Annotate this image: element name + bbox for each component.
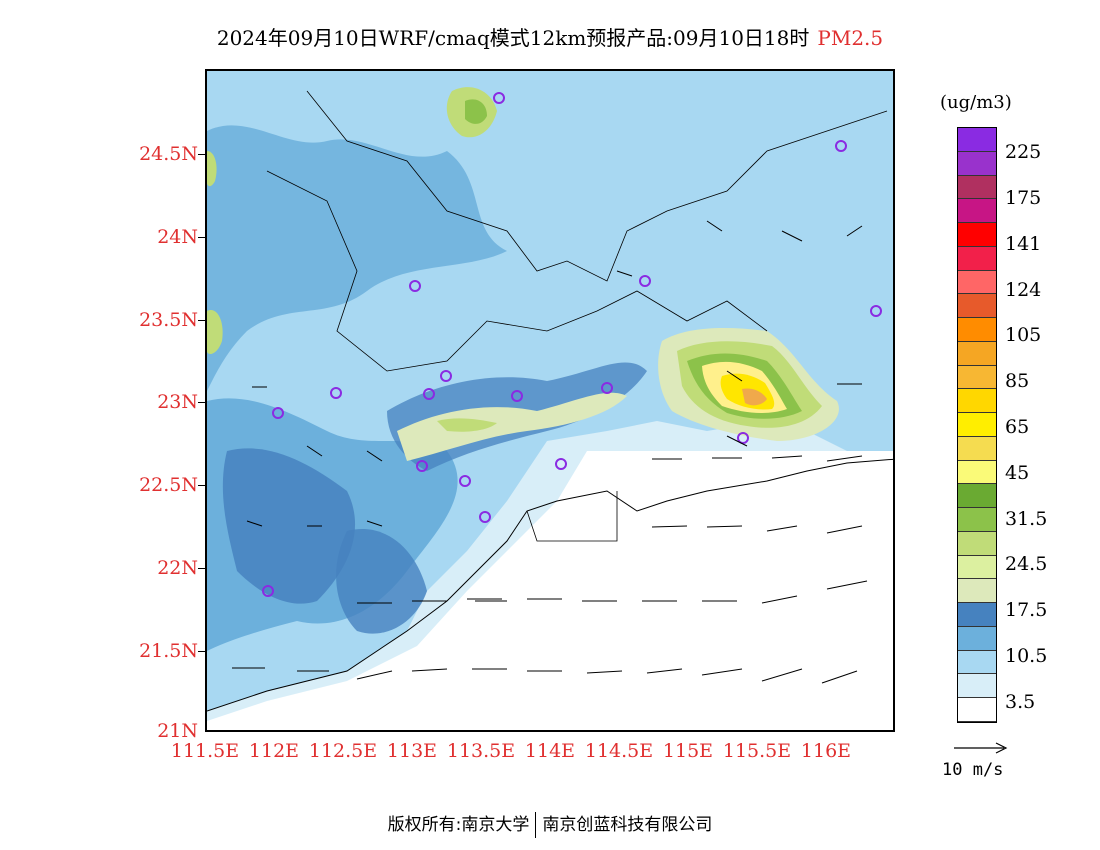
footer-divider xyxy=(535,812,537,838)
lon-label: 113.5E xyxy=(446,740,516,762)
colorbar-label: 175 xyxy=(1005,187,1042,209)
lat-tick xyxy=(198,651,205,652)
lat-label: 23N xyxy=(157,391,198,413)
lat-label: 24.5N xyxy=(139,143,198,165)
colorbar-segment xyxy=(958,246,996,271)
colorbar-segment xyxy=(958,579,996,604)
colorbar-segment xyxy=(958,128,996,152)
lat-tick xyxy=(198,485,205,486)
colorbar-segment xyxy=(958,175,996,200)
high-region-coast xyxy=(336,529,427,634)
lat-tick xyxy=(198,237,205,238)
colorbar-label: 3.5 xyxy=(1005,691,1036,713)
colorbar-segment xyxy=(958,270,996,295)
colorbar-units: (ug/m3) xyxy=(940,92,1012,113)
colorbar-segment xyxy=(958,389,996,414)
colorbar-label: 17.5 xyxy=(1005,599,1048,621)
sea-region xyxy=(207,451,893,730)
colorbar-segment xyxy=(958,674,996,699)
lon-label: 111.5E xyxy=(170,740,240,762)
plume-west-north xyxy=(207,151,217,187)
colorbar-segment xyxy=(958,413,996,437)
colorbar-segment xyxy=(958,484,996,509)
colorbar-segment xyxy=(958,294,996,319)
admin-boundary-1 xyxy=(266,170,768,372)
colorbar-segment xyxy=(958,318,996,342)
lon-label: 114.5E xyxy=(584,740,654,762)
lat-tick xyxy=(198,402,205,403)
wind-vectors xyxy=(232,220,868,684)
colorbar-label: 65 xyxy=(1005,416,1030,438)
lat-label: 24N xyxy=(157,226,198,248)
colorbar-segment xyxy=(958,151,996,176)
lat-label: 21.5N xyxy=(139,640,198,662)
colorbar-label: 105 xyxy=(1005,324,1042,346)
colorbar-segment xyxy=(958,508,996,532)
plume-prd-mid xyxy=(437,418,497,432)
lon-label: 115E xyxy=(662,740,714,762)
footer-right: 南京创蓝科技有限公司 xyxy=(542,815,713,835)
lat-label: 23.5N xyxy=(139,309,198,331)
lat-label: 21N xyxy=(157,720,198,742)
lat-tick xyxy=(198,568,205,569)
chart-title: 2024年09月10日WRF/cmaq模式12km预报产品:09月10日18时 P… xyxy=(0,22,1100,51)
lon-label: 113E xyxy=(386,740,438,762)
colorbar-segment xyxy=(958,603,996,627)
lon-label: 112.5E xyxy=(308,740,378,762)
colorbar-label: 85 xyxy=(1005,370,1030,392)
plume-prd-low xyxy=(397,392,627,461)
colorbar-label: 10.5 xyxy=(1005,645,1048,667)
bay-outline xyxy=(526,491,618,542)
lat-tick xyxy=(198,154,205,155)
title-main: 2024年09月10日WRF/cmaq模式12km预报产品:09月10日18时 xyxy=(216,26,810,50)
lon-label: 112E xyxy=(248,740,300,762)
colorbar-segment xyxy=(958,626,996,651)
colorbar-label: 124 xyxy=(1005,279,1042,301)
colorbar-segment xyxy=(958,223,996,247)
lon-label: 115.5E xyxy=(722,740,792,762)
lat-label: 22.5N xyxy=(139,474,198,496)
colorbar-segment xyxy=(958,199,996,224)
plume-north-core xyxy=(465,99,487,124)
colorbar-label: 45 xyxy=(1005,462,1030,484)
colorbar-segment xyxy=(958,531,996,556)
plume-west-edge xyxy=(207,310,223,354)
plume-east-core xyxy=(742,388,767,406)
colorbar-segment xyxy=(958,341,996,366)
colorbar-segment xyxy=(958,650,996,675)
colorbar-label: 141 xyxy=(1005,233,1042,255)
map-canvas xyxy=(207,71,893,730)
station-markers xyxy=(262,92,882,597)
colorbar-segment xyxy=(958,436,996,461)
colorbar-segment xyxy=(958,555,996,580)
coastline xyxy=(207,458,893,712)
copyright-footer: 版权所有:南京大学 南京创蓝科技有限公司 xyxy=(0,810,1100,838)
wind-reference-label: 10 m/s xyxy=(942,760,1004,780)
lon-label: 114E xyxy=(524,740,576,762)
map-panel xyxy=(205,69,895,732)
wind-reference-arrow xyxy=(954,742,1008,754)
colorbar-label: 31.5 xyxy=(1005,508,1048,530)
title-variable: PM2.5 xyxy=(817,26,884,50)
colorbar-segment xyxy=(958,698,996,722)
colorbar-label: 24.5 xyxy=(1005,553,1048,575)
colorbar-segment xyxy=(958,365,996,390)
colorbar xyxy=(957,127,997,723)
colorbar-label: 225 xyxy=(1005,141,1042,163)
footer-left: 版权所有:南京大学 xyxy=(387,815,530,835)
high-region-southwest xyxy=(222,448,356,604)
lon-label: 116E xyxy=(800,740,852,762)
lat-label: 22N xyxy=(157,557,198,579)
admin-boundary-2 xyxy=(306,90,888,282)
colorbar-segment xyxy=(958,460,996,485)
lat-tick xyxy=(198,320,205,321)
